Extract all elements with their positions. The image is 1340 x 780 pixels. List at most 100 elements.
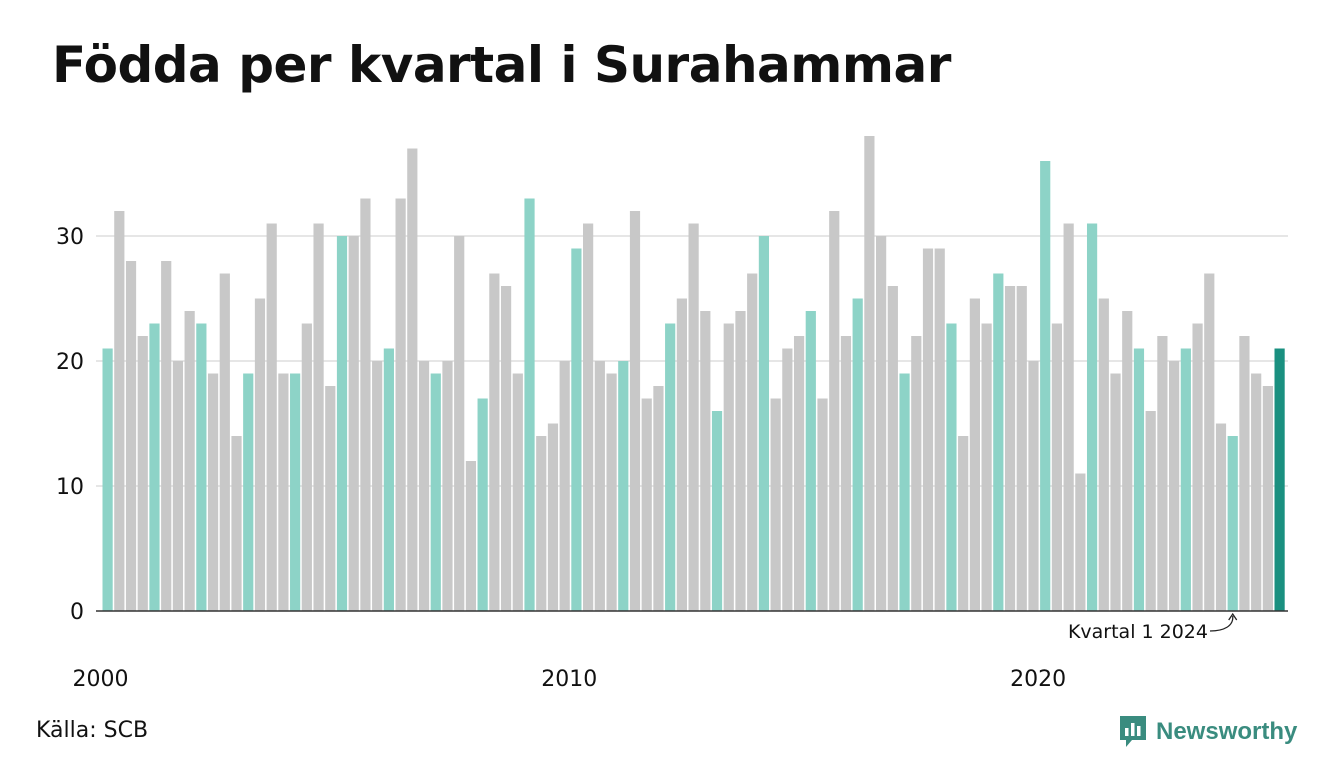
bar <box>254 298 266 611</box>
annotation-label: Kvartal 1 2024 <box>1068 621 1208 643</box>
bar <box>301 323 312 611</box>
bar <box>1192 323 1203 611</box>
bar <box>1028 361 1039 611</box>
annotation: Kvartal 1 2024 <box>1068 612 1238 643</box>
bar <box>149 323 160 611</box>
bar <box>805 311 816 611</box>
bar <box>981 323 992 611</box>
bar <box>594 361 605 611</box>
y-axis-ticks: 0 10 20 30 <box>56 225 84 625</box>
bar <box>290 373 301 611</box>
source-label: Källa: SCB <box>36 718 149 743</box>
bar <box>852 298 863 611</box>
bar <box>114 211 125 611</box>
bar <box>747 273 758 611</box>
x-tick-label: 2010 <box>541 667 597 692</box>
bar <box>958 436 969 611</box>
bar <box>700 311 711 611</box>
bar <box>454 236 465 611</box>
bar <box>606 373 617 611</box>
brand-logo: Newsworthy <box>1118 714 1297 750</box>
bar <box>1157 336 1168 611</box>
chart-title: Födda per kvartal i Surahammar <box>52 36 951 94</box>
bar <box>231 436 242 611</box>
bar <box>207 373 219 611</box>
bar <box>1274 348 1285 611</box>
annotation-arrowhead <box>1228 612 1238 621</box>
bar <box>688 223 699 611</box>
bar <box>665 323 676 611</box>
bar <box>1133 348 1145 611</box>
bar <box>325 386 336 611</box>
bar <box>887 286 898 611</box>
bar <box>934 248 945 611</box>
bar <box>1086 223 1098 611</box>
bar <box>1180 348 1191 611</box>
bar <box>676 298 687 611</box>
bar <box>1004 286 1016 611</box>
bar <box>348 236 359 611</box>
bars <box>102 136 1285 611</box>
bar <box>1262 386 1273 611</box>
bar <box>383 348 394 611</box>
bar <box>911 336 922 611</box>
bar <box>1169 361 1180 611</box>
bar <box>723 323 734 611</box>
bar <box>583 223 594 611</box>
bar <box>1122 311 1133 611</box>
bar <box>559 361 570 611</box>
bar <box>336 236 348 611</box>
bar <box>641 398 652 611</box>
bar <box>1063 223 1074 611</box>
bar <box>969 298 980 611</box>
bar <box>653 386 664 611</box>
bar <box>1110 373 1121 611</box>
y-tick-label: 0 <box>70 600 84 625</box>
bar <box>418 361 430 611</box>
bar <box>1239 336 1250 611</box>
bar <box>1016 286 1027 611</box>
bar <box>1227 436 1238 611</box>
bar <box>899 373 910 611</box>
bar <box>1098 298 1109 611</box>
bar <box>770 398 781 611</box>
bar <box>266 223 277 611</box>
y-tick-label: 20 <box>56 350 84 375</box>
bar <box>278 373 289 611</box>
bar <box>571 248 582 611</box>
bar <box>1215 423 1227 611</box>
bar <box>442 361 453 611</box>
bar <box>500 286 512 611</box>
bar <box>512 373 523 611</box>
bar <box>102 348 113 611</box>
annotation-arrow <box>1209 615 1234 632</box>
bar <box>477 398 488 611</box>
bar <box>524 198 535 611</box>
bar <box>864 136 875 611</box>
bar <box>137 336 148 611</box>
bar <box>876 236 887 611</box>
x-axis-ticks: 2000 2010 2020 <box>73 667 1067 692</box>
bar <box>946 323 957 611</box>
bar <box>547 423 559 611</box>
bar <box>993 273 1004 611</box>
bar <box>125 261 137 611</box>
brand-name: Newsworthy <box>1156 718 1298 745</box>
bar <box>219 273 230 611</box>
bar <box>711 411 723 611</box>
bar <box>196 323 207 611</box>
bar <box>1051 323 1063 611</box>
bar <box>184 311 195 611</box>
bar <box>1075 473 1086 611</box>
newsworthy-logo-icon <box>1120 716 1146 747</box>
bar <box>735 311 746 611</box>
bar <box>829 211 840 611</box>
bar <box>465 461 477 611</box>
bar <box>793 336 805 611</box>
bar <box>360 198 371 611</box>
bar <box>395 198 406 611</box>
y-tick-label: 10 <box>56 475 84 500</box>
bar <box>489 273 500 611</box>
bar <box>172 361 184 611</box>
